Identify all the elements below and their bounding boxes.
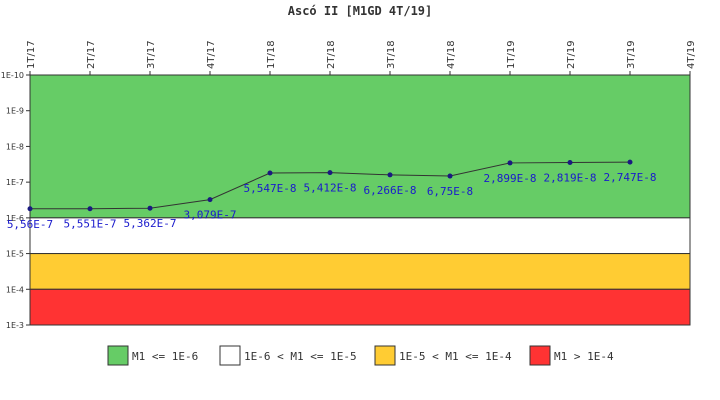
x-tick-label: 4T/18 [446,40,457,69]
data-label: 2,747E-8 [604,171,657,184]
x-tick-label: 3T/17 [146,40,157,69]
data-label: 5,551E-7 [64,218,117,231]
data-point [147,205,153,211]
x-tick-label: 4T/19 [686,40,697,69]
y-tick-label: 1E-9 [6,107,24,116]
data-label: 5,547E-8 [244,182,297,195]
legend-swatch [374,345,396,366]
data-point [567,160,573,166]
legend-label: M1 > 1E-4 [554,350,614,363]
data-label: 2,819E-8 [544,172,597,185]
y-tick-label: 1E-3 [6,321,24,330]
legend-swatch [529,345,551,366]
x-tick-label: 2T/18 [326,40,337,69]
legend-swatch [107,345,129,366]
data-point [507,160,513,166]
x-tick-label: 2T/19 [566,40,577,69]
legend-label: M1 <= 1E-6 [132,350,198,363]
x-tick-label: 1T/17 [26,40,37,69]
data-point [207,197,213,203]
y-tick-label: 1E-6 [6,214,24,223]
y-tick-label: 1E-10 [1,71,24,80]
data-labels: 5,56E-7 5,551E-7 5,362E-7 3,079E-7 5,547E-8 5… [7,171,657,231]
x-tick-label: 1T/19 [506,40,517,69]
risk-bands [29,74,691,326]
data-point [627,159,633,165]
y-tick-label: 1E-8 [6,142,24,151]
data-label: 3,079E-7 [184,209,237,222]
y-tick-label: 1E-7 [6,178,24,187]
data-label: 2,899E-8 [484,172,537,185]
data-label: 5,56E-7 [7,218,53,231]
data-label: 6,75E-8 [427,185,473,198]
x-axis: 1T/17 2T/17 3T/17 4T/17 1T/18 2T/18 3T/18 4T/18… [26,40,697,75]
band-3 [29,288,691,326]
legend-label: 1E-6 < M1 <= 1E-5 [244,350,357,363]
band-2 [29,253,691,290]
data-point [447,173,453,179]
x-tick-label: 3T/18 [386,40,397,69]
y-axis: 1E-10 1E-9 1E-8 1E-7 1E-6 1E-5 1E-4 1E-3 [1,71,30,330]
legend-label: 1E-5 < M1 <= 1E-4 [399,350,512,363]
chart-title: Ascó II [M1GD 4T/19] [288,4,433,18]
x-tick-label: 1T/18 [266,40,277,69]
data-label: 6,266E-8 [364,184,417,197]
series-line [27,159,633,212]
data-label: 5,362E-7 [124,217,177,230]
x-tick-label: 4T/17 [206,40,217,69]
band-0 [29,74,691,219]
y-tick-label: 1E-4 [6,285,24,294]
data-point [27,206,33,212]
data-label: 5,412E-8 [304,182,357,195]
legend: M1 <= 1E-6 1E-6 < M1 <= 1E-5 1E-5 < M1 <= … [107,345,614,366]
data-point [267,170,273,176]
legend-swatch [219,345,241,366]
data-point [327,170,333,176]
data-point [87,206,93,212]
y-tick-label: 1E-5 [6,250,24,259]
band-1 [29,217,691,255]
data-point [387,172,393,178]
x-tick-label: 3T/19 [626,40,637,69]
x-tick-label: 2T/17 [86,40,97,69]
